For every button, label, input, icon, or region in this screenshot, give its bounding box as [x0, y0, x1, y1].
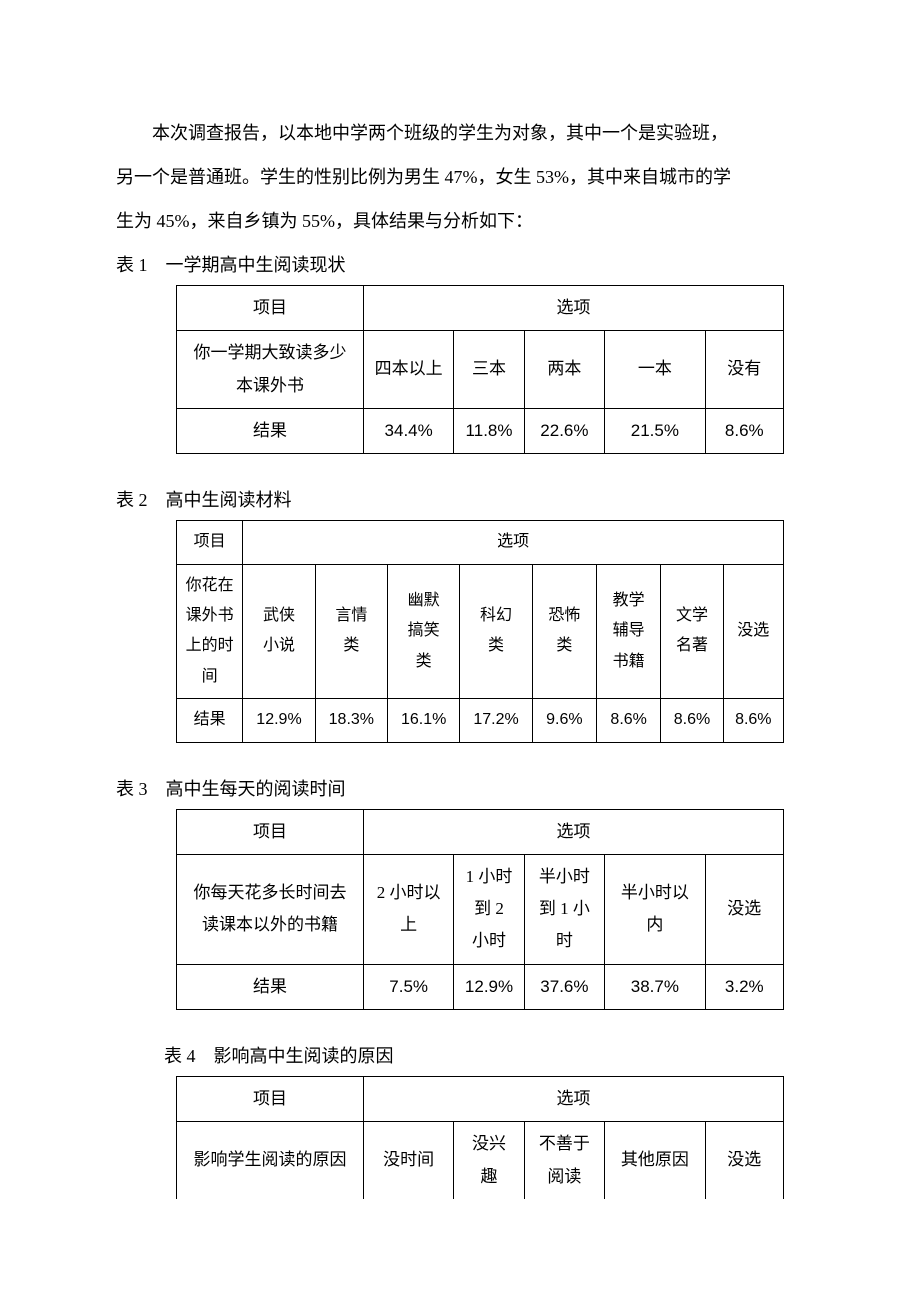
table4-opt-2: 不善于阅读: [524, 1122, 604, 1199]
table1-res-1: 11.8%: [454, 408, 524, 453]
table1: 项目 选项 你一学期大致读多少 本课外书 四本以上 三本 两本 一本 没有 结果…: [176, 285, 784, 454]
table2-res-7: 8.6%: [723, 699, 783, 742]
table4: 项目 选项 影响学生阅读的原因 没时间 没兴趣 不善于阅读 其他原因 没选: [176, 1076, 784, 1199]
table4-opt-1: 没兴趣: [454, 1122, 524, 1199]
table3-opt-2: 半小时到 1 小时: [524, 854, 604, 964]
table3-header-options: 选项: [363, 809, 783, 854]
table1-res-2: 22.6%: [524, 408, 604, 453]
table1-header-item: 项目: [177, 286, 364, 331]
table2-opt-3: 科幻类: [460, 564, 532, 699]
table2-opt-4: 恐怖类: [532, 564, 596, 699]
table2-header-item: 项目: [177, 521, 243, 564]
table2-res-0: 12.9%: [243, 699, 315, 742]
table3-opt-3: 半小时以内: [605, 854, 705, 964]
table1-opt-0: 四本以上: [363, 331, 453, 409]
table3-res-4: 3.2%: [705, 964, 783, 1009]
table2-res-2: 16.1%: [388, 699, 460, 742]
table2-res-5: 8.6%: [597, 699, 661, 742]
table4-opt-0: 没时间: [363, 1122, 453, 1199]
table3-res-1: 12.9%: [454, 964, 524, 1009]
table3-opt-1: 1 小时到 2小时: [454, 854, 524, 964]
table1-res-4: 8.6%: [705, 408, 783, 453]
table2-opt-0: 武侠小说: [243, 564, 315, 699]
table3-res-3: 38.7%: [605, 964, 705, 1009]
table4-header-options: 选项: [363, 1077, 783, 1122]
table2-result-label: 结果: [177, 699, 243, 742]
table1-result-label: 结果: [177, 408, 364, 453]
table2-res-3: 17.2%: [460, 699, 532, 742]
table4-header-item: 项目: [177, 1077, 364, 1122]
table3-question: 你每天花多长时间去 读课本以外的书籍: [177, 854, 364, 964]
table2-header-options: 选项: [243, 521, 784, 564]
table3-opt-0: 2 小时以上: [363, 854, 453, 964]
table1-res-3: 21.5%: [605, 408, 705, 453]
intro-paragraph-2: 另一个是普通班。学生的性别比例为男生 47%，女生 53%，其中来自城市的学: [116, 159, 804, 195]
table3-res-2: 37.6%: [524, 964, 604, 1009]
table1-header-options: 选项: [363, 286, 783, 331]
table1-question: 你一学期大致读多少 本课外书: [177, 331, 364, 409]
table3-opt-4: 没选: [705, 854, 783, 964]
table1-opt-1: 三本: [454, 331, 524, 409]
intro-paragraph-3: 生为 45%，来自乡镇为 55%，具体结果与分析如下：: [116, 203, 804, 239]
table1-opt-3: 一本: [605, 331, 705, 409]
table2-opt-1: 言情类: [315, 564, 387, 699]
table2-opt-6: 文学名著: [661, 564, 723, 699]
table3-header-item: 项目: [177, 809, 364, 854]
table2-res-6: 8.6%: [661, 699, 723, 742]
table2: 项目 选项 你花在 课外书 上的时 间 武侠小说 言情类 幽默搞笑类 科幻类 恐…: [176, 520, 784, 742]
table2-question: 你花在 课外书 上的时 间: [177, 564, 243, 699]
table2-caption: 表 2 高中生阅读材料: [116, 482, 804, 518]
table3-res-0: 7.5%: [363, 964, 453, 1009]
table2-opt-7: 没选: [723, 564, 783, 699]
table2-opt-2: 幽默搞笑类: [388, 564, 460, 699]
table1-opt-4: 没有: [705, 331, 783, 409]
table3: 项目 选项 你每天花多长时间去 读课本以外的书籍 2 小时以上 1 小时到 2小…: [176, 809, 784, 1010]
table3-caption: 表 3 高中生每天的阅读时间: [116, 771, 804, 807]
table2-res-1: 18.3%: [315, 699, 387, 742]
intro-paragraph-1: 本次调查报告，以本地中学两个班级的学生为对象，其中一个是实验班，: [116, 115, 804, 151]
table1-caption: 表 1 一学期高中生阅读现状: [116, 247, 804, 283]
table1-res-0: 34.4%: [363, 408, 453, 453]
table4-caption: 表 4 影响高中生阅读的原因: [116, 1038, 804, 1074]
table4-opt-3: 其他原因: [605, 1122, 705, 1199]
table1-opt-2: 两本: [524, 331, 604, 409]
table2-res-4: 9.6%: [532, 699, 596, 742]
table4-opt-4: 没选: [705, 1122, 783, 1199]
table2-opt-5: 教学辅导书籍: [597, 564, 661, 699]
table4-question: 影响学生阅读的原因: [177, 1122, 364, 1199]
table3-result-label: 结果: [177, 964, 364, 1009]
